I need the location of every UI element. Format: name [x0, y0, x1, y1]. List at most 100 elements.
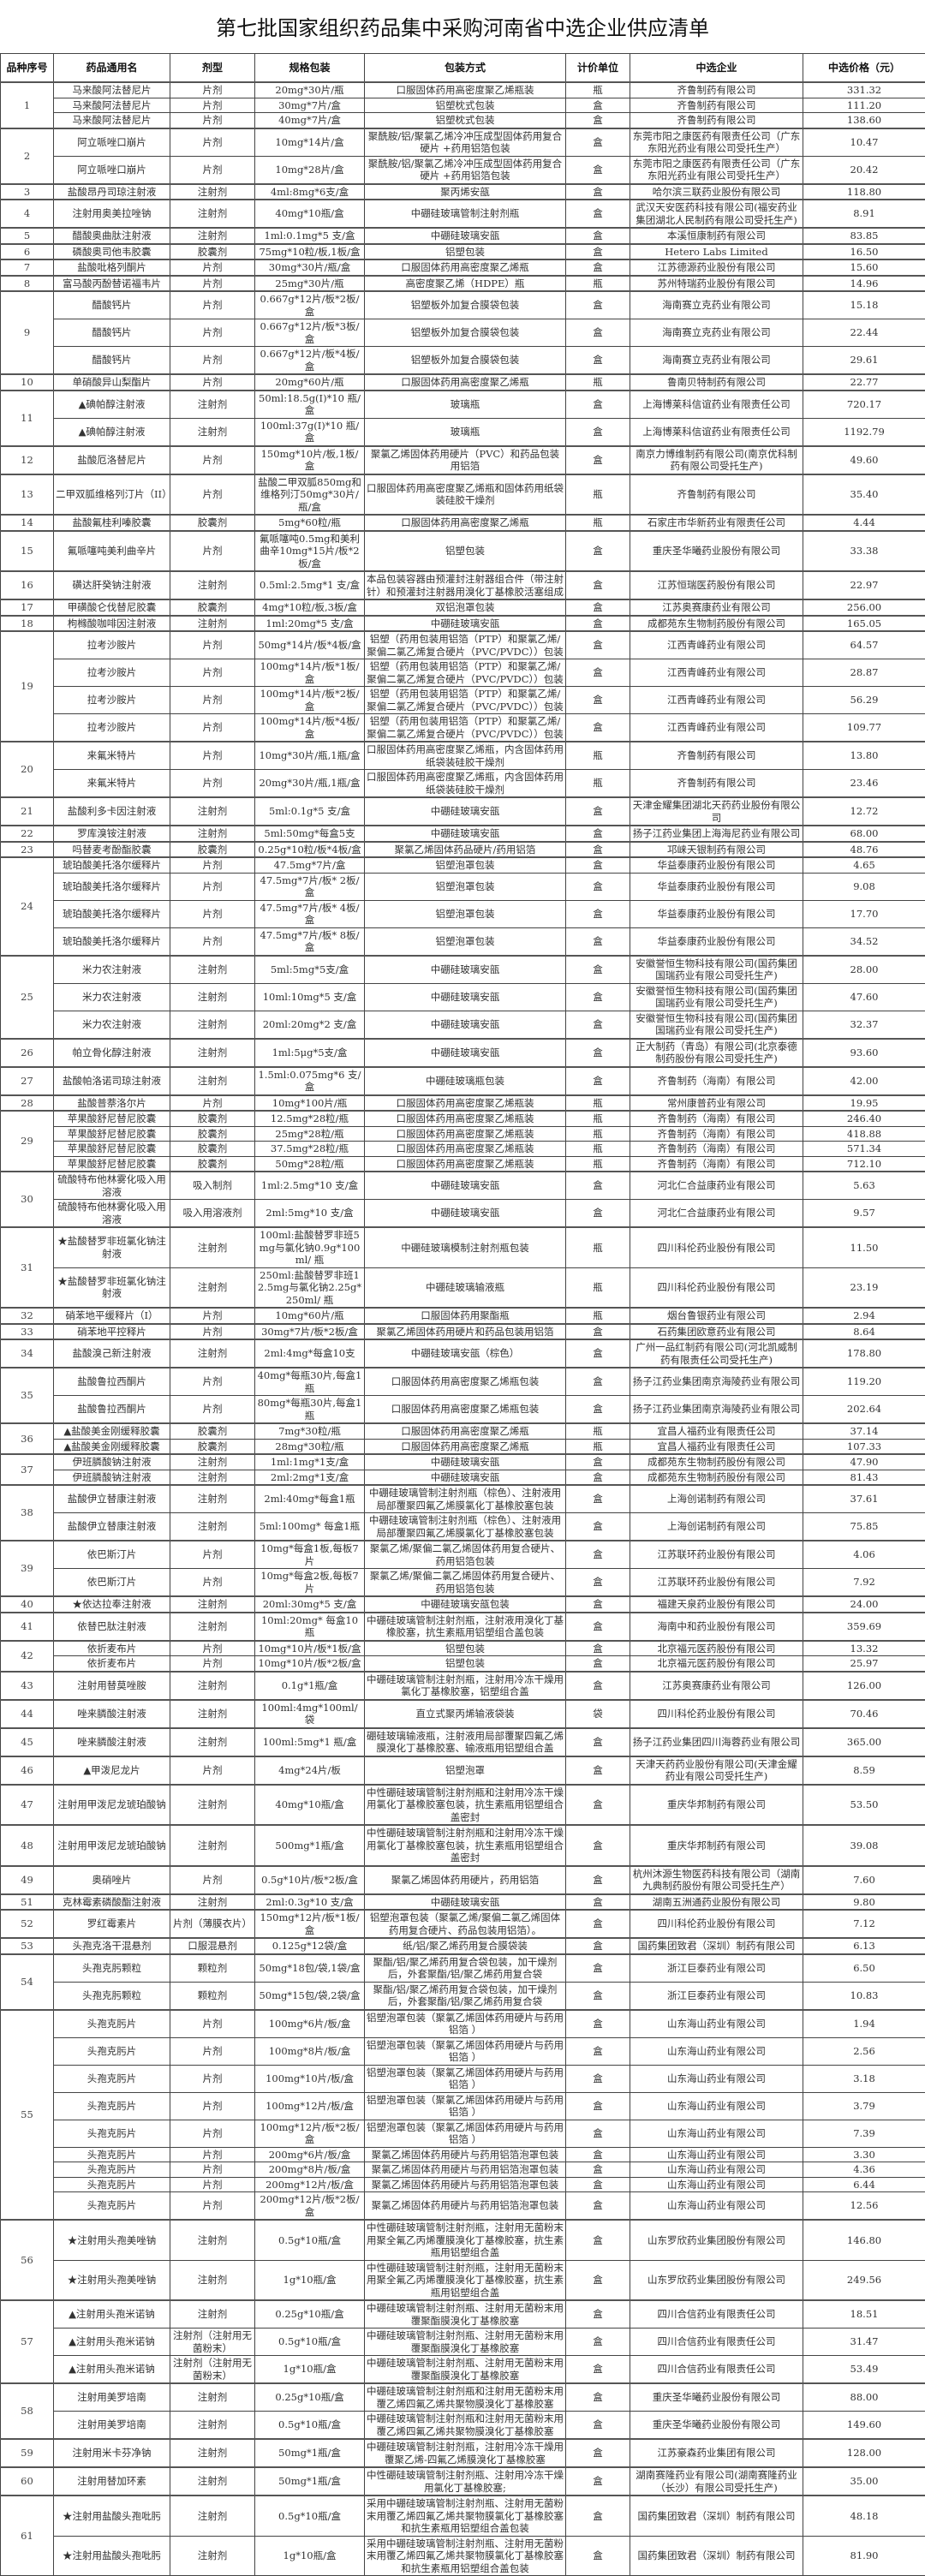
- cell-price: 48.76: [803, 842, 925, 858]
- cell-price: 5.63: [803, 1172, 925, 1200]
- cell-drug-name: 盐酸帕洛诺司琼注射液: [54, 1067, 170, 1095]
- cell-drug-name: 硝苯地平缓释片（I）: [54, 1308, 170, 1324]
- cell-packaging: 铝塑泡罩包装: [365, 857, 566, 873]
- cell-dosage-form: 片剂: [170, 276, 255, 292]
- cell-dosage-form: 片剂: [170, 1396, 255, 1424]
- cell-packaging: 铝塑板外加复合膜袋包装: [365, 347, 566, 375]
- group-number: 22: [1, 826, 54, 842]
- cell-spec: 30mg*7片/盒: [255, 98, 365, 113]
- cell-dosage-form: 注射剂: [170, 228, 255, 244]
- cell-company: 山东海山药业有限公司: [630, 2120, 803, 2147]
- cell-spec: 30mg*7片/板*2板/盒: [255, 1324, 365, 1340]
- cell-price: 93.60: [803, 1039, 925, 1067]
- cell-dosage-form: 注射剂: [170, 2300, 255, 2329]
- cell-unit: 盒: [566, 1569, 630, 1597]
- cell-unit: 盒: [566, 2300, 630, 2329]
- cell-unit: 盒: [566, 1785, 630, 1826]
- cell-price: 53.50: [803, 1785, 925, 1826]
- cell-unit: 盒: [566, 2037, 630, 2065]
- cell-price: 418.88: [803, 1126, 925, 1142]
- cell-drug-name: 磺达肝癸钠注射液: [54, 571, 170, 599]
- header-no: 品种序号: [1, 54, 54, 83]
- cell-dosage-form: 胶囊剂: [170, 244, 255, 260]
- cell-packaging: 口服固体药用高密度聚乙烯瓶装: [365, 1142, 566, 1157]
- cell-drug-name: 马来酸阿法替尼片: [54, 98, 170, 113]
- cell-spec: 0.5g*10瓶/盒: [255, 2220, 365, 2260]
- group-number: 1: [1, 82, 54, 128]
- cell-company: 齐鲁制药有限公司: [630, 113, 803, 128]
- cell-dosage-form: 胶囊剂: [170, 1423, 255, 1439]
- cell-company: 重庆圣华曦药业股份有限公司: [630, 2412, 803, 2440]
- group-number: 35: [1, 1368, 54, 1423]
- cell-price: 47.60: [803, 983, 925, 1011]
- cell-unit: 盒: [566, 571, 630, 599]
- cell-spec: 0.1g*1瓶/盒: [255, 1672, 365, 1700]
- cell-drug-name: 伊班膦酸钠注射液: [54, 1454, 170, 1470]
- cell-unit: 盒: [566, 418, 630, 446]
- cell-unit: 盒: [566, 1910, 630, 1938]
- cell-dosage-form: 胶囊剂: [170, 1156, 255, 1172]
- cell-drug-name: 头孢克肟颗粒: [54, 1982, 170, 2010]
- cell-unit: 盒: [566, 1825, 630, 1866]
- cell-company: 海南赛立克药业有限公司: [630, 319, 803, 347]
- cell-company: 齐鲁制药有限公司: [630, 770, 803, 798]
- cell-unit: 盒: [566, 687, 630, 714]
- cell-spec: 10mg*30片/瓶,1瓶/盒: [255, 742, 365, 770]
- cell-price: 15.60: [803, 259, 925, 276]
- group-number: 58: [1, 2383, 54, 2439]
- cell-company: 山东罗欣药业集团股份有限公司: [630, 2260, 803, 2300]
- cell-drug-name: 依替巴肽注射液: [54, 1613, 170, 1641]
- cell-company: 四川科伦药业股份有限公司: [630, 1700, 803, 1728]
- cell-dosage-form: 胶囊剂: [170, 515, 255, 531]
- cell-unit: 盒: [566, 1324, 630, 1340]
- cell-unit: 盒: [566, 2383, 630, 2412]
- group-number: 47: [1, 1785, 54, 1826]
- cell-unit: 盒: [566, 291, 630, 319]
- cell-spec: 0.667g*12片/板*2板/盒: [255, 291, 365, 319]
- cell-price: 365.00: [803, 1728, 925, 1756]
- cell-spec: 47.5mg*7片/板* 2板/盒: [255, 873, 365, 900]
- cell-spec: 25mg*30片/瓶: [255, 276, 365, 292]
- table-row: ▲注射用头孢米诺钠注射剂（注射用无菌粉末）1g*10瓶/盒中硼硅玻璃管制注射剂瓶…: [1, 2356, 925, 2384]
- cell-drug-name: ★注射用头孢美唑钠: [54, 2260, 170, 2300]
- cell-dosage-form: 注射剂: [170, 1039, 255, 1067]
- cell-spec: 10mg*28片/盒: [255, 156, 365, 184]
- cell-spec: 40mg*每瓶30片,每盒1瓶: [255, 1368, 365, 1396]
- cell-company: 国药集团致君（深圳）制药有限公司: [630, 2496, 803, 2536]
- cell-unit: 盒: [566, 531, 630, 572]
- cell-packaging: 中硼硅玻璃管制注射剂瓶: [365, 200, 566, 228]
- cell-spec: 40mg*7片/盒: [255, 113, 365, 128]
- cell-spec: 1ml:0.1mg*5 支/盒: [255, 228, 365, 244]
- cell-packaging: 中硼硅玻璃安瓿: [365, 1454, 566, 1470]
- cell-drug-name: 注射用奥美拉唑钠: [54, 200, 170, 228]
- cell-dosage-form: 片剂: [170, 1641, 255, 1656]
- cell-packaging: 中硼硅玻璃管制注射剂瓶、注射用无菌粉末用覆聚酯膜溴化丁基橡胶塞: [365, 2329, 566, 2356]
- cell-drug-name: 注射用米卡芬净钠: [54, 2439, 170, 2467]
- cell-spec: 10mg*10片/板*2板/盒: [255, 1656, 365, 1672]
- cell-company: 重庆圣华曦药业股份有限公司: [630, 531, 803, 572]
- cell-unit: 盒: [566, 2162, 630, 2178]
- cell-company: 石药集团欧意药业有限公司: [630, 1324, 803, 1340]
- cell-price: 35.40: [803, 474, 925, 516]
- cell-unit: 盒: [566, 1982, 630, 2010]
- cell-packaging: 铝塑枕式包装: [365, 98, 566, 113]
- cell-drug-name: 苹果酸舒尼替尼胶囊: [54, 1156, 170, 1172]
- cell-drug-name: 二甲双胍维格列汀片（II）: [54, 474, 170, 516]
- cell-drug-name: 拉考沙胺片: [54, 659, 170, 687]
- cell-packaging: 聚氯乙烯固体药用硬片与药用铝箔泡罩包装: [365, 2192, 566, 2221]
- cell-company: 南京力博维制药有限公司(南京优科制药有限公司受托生产): [630, 446, 803, 474]
- cell-spec: 250ml:盐酸替罗非班12.5mg与氯化钠2.25g*250ml/ 瓶: [255, 1267, 365, 1308]
